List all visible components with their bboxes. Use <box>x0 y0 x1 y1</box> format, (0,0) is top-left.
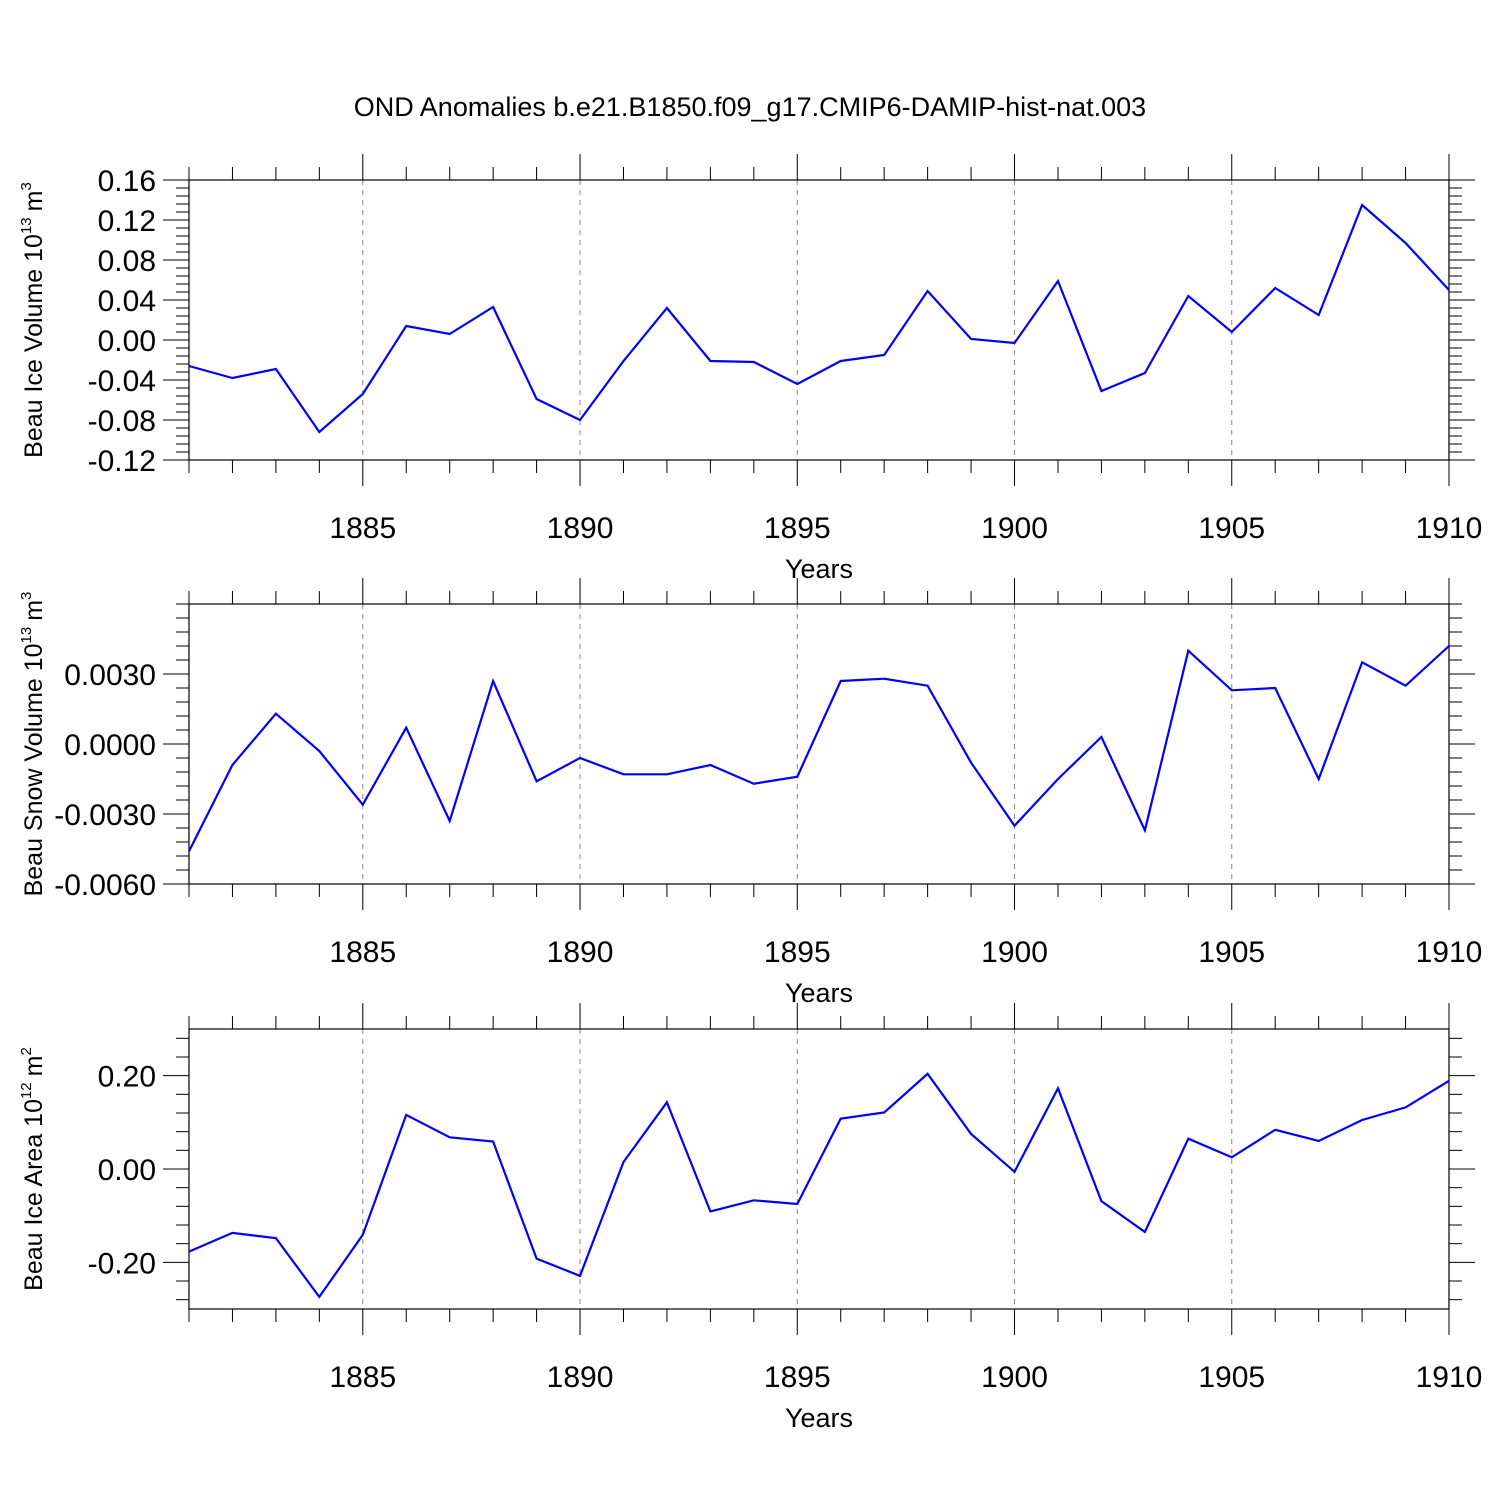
chart-panel-2: -0.0060 -0.0030 0.0000 0.0030 1885 1890 1895 19… <box>18 578 1482 1008</box>
x-tick-label: 1890 <box>547 512 614 545</box>
chart-panel-3: -0.20 0.00 0.20 1885 1890 1895 1900 1905 1910 Yea… <box>18 1003 1482 1433</box>
chart-panels: -0.12 -0.08 -0.04 0.00 0.04 0.08 0.12 0.16 1885 1… <box>18 154 1482 1433</box>
x-tick-label: 1905 <box>1198 936 1265 969</box>
y-axis-label-unit-exponent: 3 <box>18 182 35 190</box>
y-tick-label: 0.16 <box>98 165 156 198</box>
y-axis-label: Beau Snow Volume 1013 m3 <box>18 592 48 897</box>
y-axis-label: Beau Ice Volume 1013 m3 <box>18 182 48 458</box>
x-tick-label: 1885 <box>329 1361 396 1394</box>
y-tick-label: 0.08 <box>98 245 156 278</box>
y-axis-label-text: Beau Snow Volume 10 <box>20 643 48 896</box>
series-line-1 <box>188 645 1450 852</box>
y-tick-label: -0.08 <box>88 405 156 438</box>
y-tick-label: 0.00 <box>98 325 156 358</box>
x-tick-label: 1910 <box>1416 1361 1483 1394</box>
x-tick-label: 1900 <box>981 936 1048 969</box>
y-axis-label-unit: m <box>20 1056 48 1077</box>
x-tick-label: 1910 <box>1416 512 1483 545</box>
y-axis-label-text: Beau Ice Area 10 <box>20 1099 48 1291</box>
x-tick-label: 1895 <box>764 936 831 969</box>
plot-frame <box>188 179 1450 461</box>
series-line-1 <box>188 1072 1450 1299</box>
y-axis-label-exponent: 13 <box>18 217 35 234</box>
y-axis-label-unit-exponent: 2 <box>18 1047 35 1055</box>
x-tick-label: 1895 <box>764 512 831 545</box>
y-tick-label: -0.0030 <box>54 799 156 832</box>
chart-panel-1: -0.12 -0.08 -0.04 0.00 0.04 0.08 0.12 0.16 1885 1… <box>18 154 1482 584</box>
x-tick-label: 1885 <box>329 936 396 969</box>
y-axis-label: Beau Ice Area 1012 m2 <box>18 1047 48 1291</box>
y-axis-label-unit: m <box>20 191 48 212</box>
y-tick-label: 0.0000 <box>64 729 156 762</box>
x-tick-label: 1900 <box>981 512 1048 545</box>
y-axis-label-exponent: 13 <box>18 627 35 644</box>
y-tick-label: 0.0030 <box>64 659 156 692</box>
y-tick-label: -0.20 <box>88 1247 156 1280</box>
x-tick-label: 1900 <box>981 1361 1048 1394</box>
y-axis-label-text: Beau Ice Volume 10 <box>20 234 48 458</box>
y-tick-label: 0.20 <box>98 1061 156 1094</box>
y-axis-label-unit-exponent: 3 <box>18 592 35 600</box>
y-axis-label-exponent: 12 <box>18 1082 35 1099</box>
plot-frame <box>188 603 1450 885</box>
x-tick-label: 1890 <box>547 1361 614 1394</box>
y-tick-label: 0.04 <box>98 285 156 318</box>
y-tick-label: -0.0060 <box>54 869 156 902</box>
x-tick-label: 1910 <box>1416 936 1483 969</box>
x-tick-label: 1905 <box>1198 1361 1265 1394</box>
x-axis-label: Years <box>785 554 853 584</box>
x-tick-label: 1905 <box>1198 512 1265 545</box>
x-tick-label: 1885 <box>329 512 396 545</box>
y-tick-label: 0.00 <box>98 1154 156 1187</box>
x-tick-label: 1890 <box>547 936 614 969</box>
series-line-1 <box>188 203 1450 434</box>
y-tick-label: -0.04 <box>88 365 156 398</box>
x-axis-label: Years <box>785 978 853 1008</box>
y-tick-label: 0.12 <box>98 205 156 238</box>
chart-title: OND Anomalies b.e21.B1850.f09_g17.CMIP6-… <box>354 92 1146 122</box>
x-axis-label: Years <box>785 1403 853 1433</box>
y-axis-label-unit: m <box>20 600 48 621</box>
x-tick-label: 1895 <box>764 1361 831 1394</box>
y-tick-label: -0.12 <box>88 445 156 478</box>
plot-frame <box>188 1028 1450 1310</box>
